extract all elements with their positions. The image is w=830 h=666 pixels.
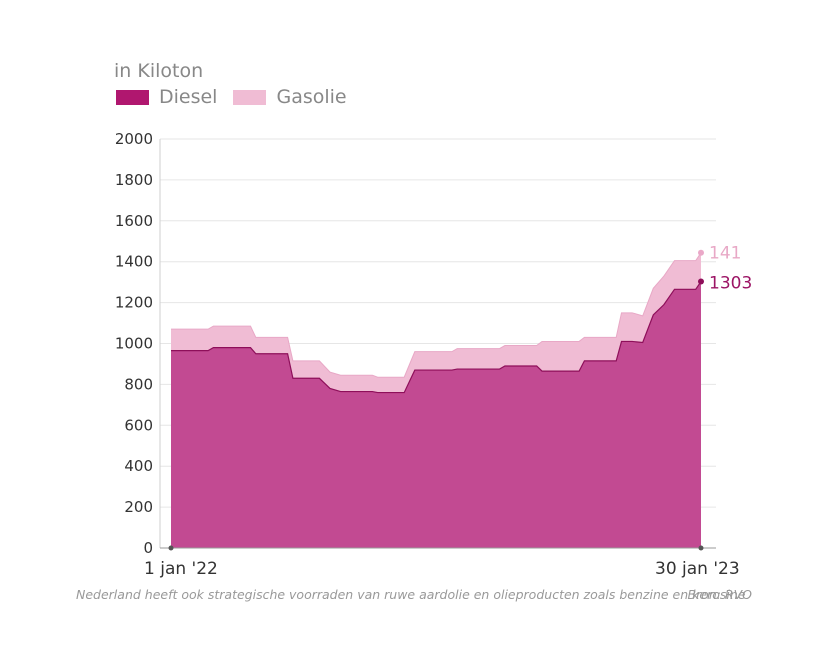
- x-tick-marker-start: [168, 545, 174, 551]
- legend-label-diesel: Diesel: [159, 86, 218, 108]
- y-tick-label-400: 400: [124, 457, 153, 475]
- legend-label-gasolie: Gasolie: [276, 86, 347, 108]
- gasolie-end-label: 141: [709, 244, 741, 264]
- footnote: Nederland heeft ook strategische voorrad…: [76, 587, 746, 602]
- y-tick-label-1000: 1000: [115, 335, 153, 353]
- line-diesel-top: [171, 281, 702, 394]
- legend-item-gasolie: Gasolie: [233, 86, 347, 108]
- x-tick-marker-end: [698, 545, 704, 551]
- y-tick-label-1600: 1600: [115, 212, 153, 230]
- line-gasolie-top: [171, 252, 702, 378]
- source-note: Bron: RVO: [687, 587, 752, 602]
- legend: Diesel Gasolie: [116, 86, 363, 108]
- x-tick-label-end: 30 jan '23: [655, 559, 740, 579]
- y-tick-label-1400: 1400: [115, 253, 153, 271]
- y-tick-label-2000: 2000: [115, 130, 153, 148]
- gasolie-end-point: [698, 249, 704, 256]
- y-tick-label-1200: 1200: [115, 294, 153, 312]
- area-gasolie: [171, 252, 701, 393]
- x-tick-label-start: 1 jan '22: [144, 559, 218, 579]
- y-tick-label-0: 0: [143, 539, 153, 557]
- y-tick-label-800: 800: [124, 375, 153, 393]
- unit-label: in Kiloton: [114, 60, 204, 82]
- diesel-end-point: [698, 278, 704, 285]
- legend-swatch-gasolie: [233, 89, 267, 105]
- y-tick-label-200: 200: [124, 498, 153, 516]
- legend-item-diesel: Diesel: [116, 86, 217, 108]
- area-diesel: [171, 281, 701, 548]
- legend-swatch-diesel: [116, 89, 149, 105]
- diesel-end-label: 1303: [709, 274, 752, 294]
- y-tick-label-1800: 1800: [115, 171, 153, 189]
- y-tick-label-600: 600: [124, 416, 153, 434]
